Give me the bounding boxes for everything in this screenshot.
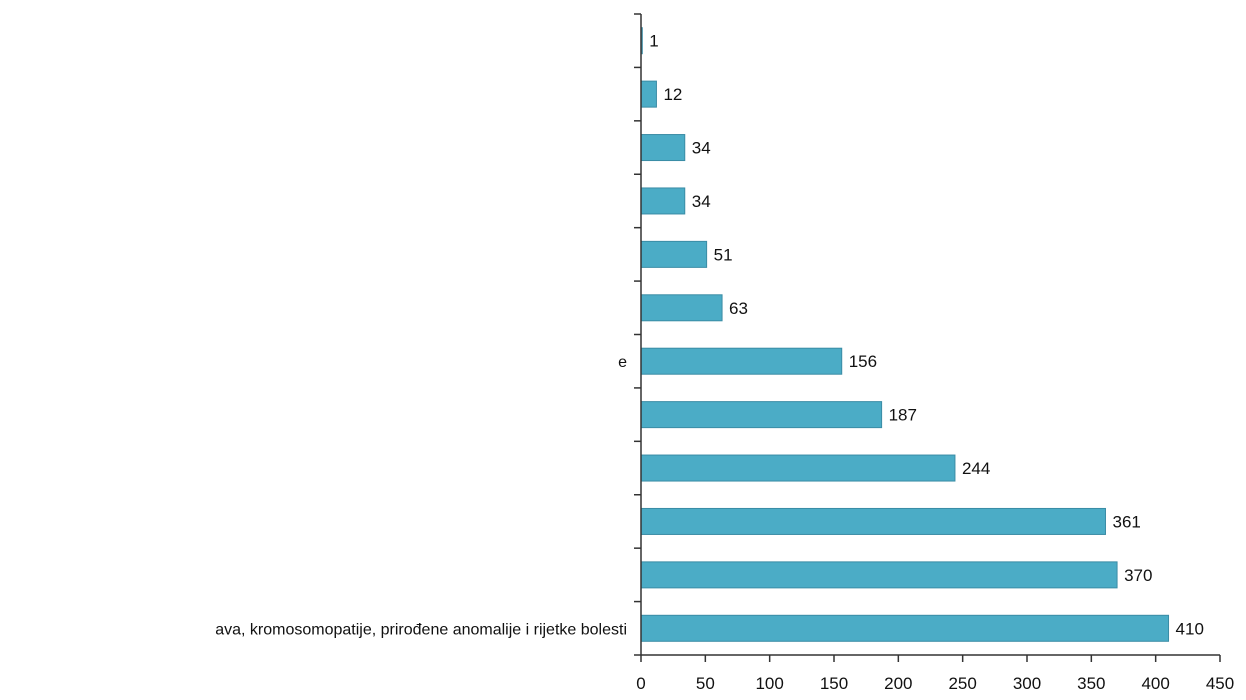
x-tick-label: 50: [696, 674, 715, 693]
bar: [640, 507, 1106, 535]
data-label: 51: [714, 245, 733, 264]
data-label: 1: [649, 32, 658, 51]
bar: [640, 294, 723, 322]
bar: [640, 401, 883, 429]
labels-layer: 0 50 100 150 200 250 300 350 400 450 1 12 34 34 51 63 15…: [215, 32, 1234, 693]
data-label: 12: [663, 85, 682, 104]
data-label: 410: [1176, 619, 1204, 638]
data-label: 63: [729, 299, 748, 318]
bars-layer: [640, 27, 1170, 642]
data-label: 156: [849, 352, 877, 371]
data-label: 187: [889, 406, 917, 425]
x-tick-label: 150: [820, 674, 848, 693]
bar: [640, 454, 956, 482]
data-label: 370: [1124, 566, 1152, 585]
data-label: 34: [692, 192, 711, 211]
data-label: 34: [692, 139, 711, 158]
x-tick-label: 100: [755, 674, 783, 693]
bar: [640, 134, 686, 162]
category-label: e: [618, 354, 627, 371]
x-tick-label: 300: [1013, 674, 1041, 693]
x-tick-label: 250: [948, 674, 976, 693]
data-label: 361: [1112, 512, 1140, 531]
bar: [640, 347, 843, 375]
x-tick-label: 200: [884, 674, 912, 693]
bar: [640, 80, 657, 108]
x-tick-label: 400: [1141, 674, 1169, 693]
axes-layer: [634, 13, 1221, 662]
x-tick-label: 0: [636, 674, 645, 693]
category-label: ava, kromosomopatije, prirođene anomalij…: [215, 621, 627, 638]
bar: [640, 561, 1118, 589]
bar: [640, 187, 686, 215]
bar: [640, 240, 708, 268]
x-tick-label: 350: [1077, 674, 1105, 693]
bar: [640, 614, 1170, 642]
data-label: 244: [962, 459, 990, 478]
x-tick-label: 450: [1206, 674, 1234, 693]
